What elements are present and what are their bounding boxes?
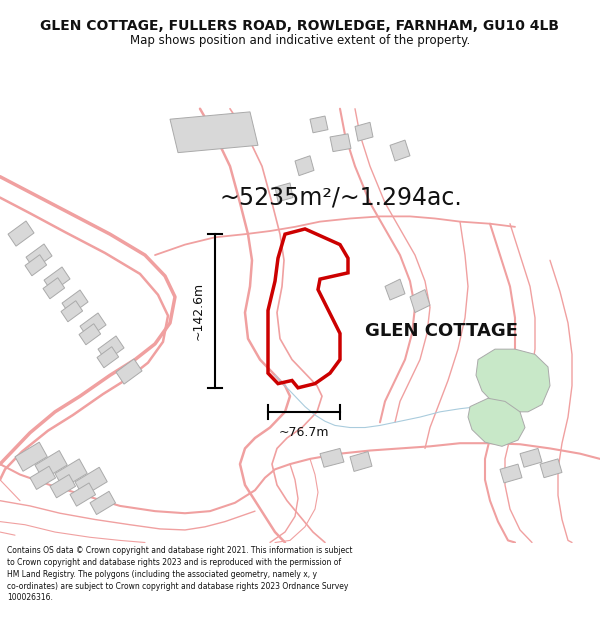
Polygon shape [116,359,142,384]
Polygon shape [70,483,95,506]
Polygon shape [476,349,550,412]
Polygon shape [320,448,344,468]
Polygon shape [510,391,532,410]
Text: Contains OS data © Crown copyright and database right 2021. This information is : Contains OS data © Crown copyright and d… [7,546,353,602]
Polygon shape [490,370,512,389]
Polygon shape [330,134,351,152]
Polygon shape [55,459,87,488]
Polygon shape [98,336,124,361]
Polygon shape [355,122,373,141]
Polygon shape [520,448,542,468]
Polygon shape [350,452,372,471]
Text: GLEN COTTAGE: GLEN COTTAGE [365,322,518,341]
Text: ~5235m²/~1.294ac.: ~5235m²/~1.294ac. [220,186,463,209]
Polygon shape [97,347,119,368]
Polygon shape [61,301,83,322]
Polygon shape [35,451,67,479]
Polygon shape [8,221,34,246]
Polygon shape [30,466,56,489]
Polygon shape [385,279,405,300]
Polygon shape [80,313,106,338]
Polygon shape [26,244,52,269]
Polygon shape [79,324,101,345]
Polygon shape [75,468,107,496]
Polygon shape [44,267,70,292]
Polygon shape [275,183,293,202]
Polygon shape [295,156,314,176]
Polygon shape [15,442,47,471]
Polygon shape [62,290,88,315]
Polygon shape [310,116,328,132]
Text: GLEN COTTAGE, FULLERS ROAD, ROWLEDGE, FARNHAM, GU10 4LB: GLEN COTTAGE, FULLERS ROAD, ROWLEDGE, FA… [41,19,560,33]
Polygon shape [43,278,65,299]
Polygon shape [25,255,47,276]
Text: ~76.7m: ~76.7m [279,426,329,439]
Polygon shape [50,474,76,498]
Polygon shape [170,112,258,152]
Polygon shape [540,459,562,478]
Text: ~142.6m: ~142.6m [192,282,205,340]
Polygon shape [390,140,410,161]
Polygon shape [500,464,522,483]
Polygon shape [470,410,492,429]
Polygon shape [90,491,116,514]
Polygon shape [410,289,430,312]
Text: Map shows position and indicative extent of the property.: Map shows position and indicative extent… [130,34,470,47]
Polygon shape [468,398,525,446]
